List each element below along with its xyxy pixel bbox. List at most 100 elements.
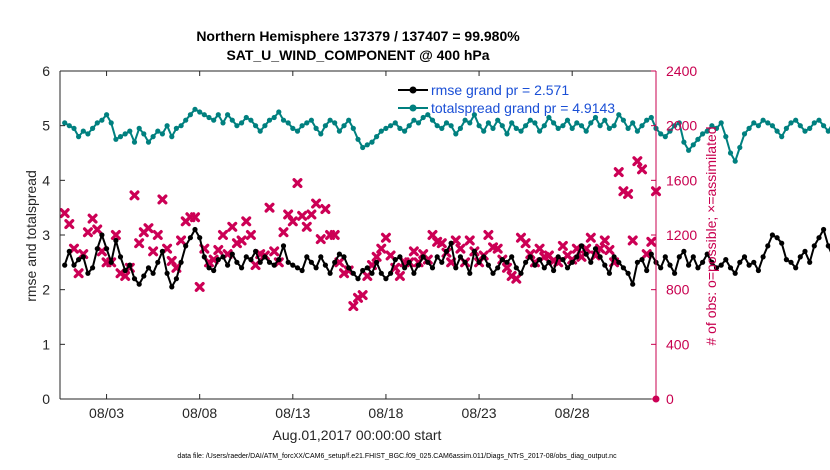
- chart-title-line1: Northern Hemisphere 137379 / 137407 = 99…: [196, 28, 520, 44]
- obs-assimilated-marker: [637, 164, 648, 175]
- rmse-point: [327, 270, 333, 276]
- y-axis-left-label: rmse and totalspread: [23, 170, 39, 302]
- obs-assimilated-marker: [120, 271, 131, 281]
- totalspread-point: [415, 120, 422, 126]
- rmse-point: [239, 265, 245, 271]
- totalspread-point: [611, 123, 617, 129]
- totalspread-point: [509, 120, 515, 126]
- totalspread-point: [490, 125, 496, 131]
- obs-assimilated-marker: [483, 230, 494, 240]
- totalspread-point: [802, 128, 808, 134]
- totalspread-point: [71, 125, 77, 131]
- totalspread-point: [672, 123, 678, 129]
- totalspread-point: [169, 134, 175, 140]
- totalspread-point: [215, 112, 221, 118]
- totalspread-point: [313, 125, 319, 131]
- obs-assimilated-marker: [376, 243, 387, 254]
- totalspread-point: [583, 128, 589, 134]
- rmse-point: [369, 270, 375, 276]
- totalspread-point: [173, 125, 179, 131]
- totalspread-point: [574, 120, 580, 126]
- obs-assimilated-marker: [208, 254, 219, 265]
- rmse-point: [760, 254, 766, 260]
- totalspread-point: [397, 125, 403, 131]
- rmse-point: [99, 232, 105, 238]
- rmse-point: [159, 248, 165, 254]
- rmse-point: [541, 265, 547, 271]
- totalspread-point: [555, 125, 561, 131]
- rmse-point: [523, 259, 529, 265]
- obs-assimilated-marker: [385, 250, 396, 261]
- totalspread-point: [141, 131, 147, 137]
- rmse-point: [364, 265, 370, 271]
- rmse-point: [206, 265, 212, 271]
- rmse-point: [457, 254, 463, 260]
- obs-assimilated-marker: [585, 232, 596, 243]
- obs-assimilated-marker: [190, 212, 201, 223]
- y-tick-left-label: 3: [42, 227, 50, 243]
- rmse-point: [211, 267, 217, 274]
- obs-assimilated-marker: [348, 301, 359, 312]
- totalspread-point: [150, 134, 156, 140]
- rmse-point: [700, 259, 706, 265]
- rmse-point: [551, 267, 557, 274]
- totalspread-point: [425, 112, 431, 118]
- totalspread-point: [229, 117, 235, 123]
- obs-assimilated-marker: [194, 281, 205, 292]
- obs-assimilated-marker: [264, 202, 275, 213]
- rmse-point: [802, 248, 808, 254]
- rmse-point: [718, 262, 724, 268]
- rmse-point: [383, 276, 389, 282]
- rmse-point: [150, 270, 156, 276]
- obs-assimilated-marker: [632, 156, 643, 167]
- totalspread-point: [467, 120, 473, 126]
- totalspread-point: [807, 125, 813, 131]
- totalspread-point: [290, 125, 296, 131]
- obs-assimilated-marker: [394, 271, 405, 281]
- rmse-point: [66, 248, 72, 254]
- rmse-point: [85, 270, 91, 276]
- obs-assimilated-marker: [64, 219, 75, 230]
- rmse-point: [620, 265, 627, 271]
- obs-assimilated-marker: [87, 213, 98, 224]
- rmse-point: [322, 262, 328, 268]
- totalspread-point: [709, 123, 715, 129]
- rmse-point: [76, 257, 82, 263]
- totalspread-point: [299, 123, 305, 129]
- totalspread-point: [355, 136, 361, 142]
- obs-assimilated-marker: [143, 223, 154, 234]
- rmse-point: [625, 270, 631, 276]
- y-tick-right-label: 1200: [666, 227, 697, 243]
- y-tick-left-label: 6: [42, 63, 50, 79]
- totalspread-point: [62, 120, 68, 126]
- obs-assimilated-marker: [455, 243, 466, 254]
- totalspread-point: [751, 120, 757, 126]
- totalspread-point: [131, 139, 138, 145]
- obs-assimilated-marker: [534, 243, 545, 254]
- totalspread-point: [630, 120, 636, 126]
- totalspread-point: [136, 125, 142, 131]
- rmse-point: [183, 243, 189, 249]
- rmse-point: [225, 262, 231, 268]
- totalspread-point: [578, 123, 585, 129]
- rmse-point: [374, 259, 380, 265]
- obs-assimilated-marker: [511, 273, 522, 284]
- obs-assimilated-marker: [73, 268, 84, 279]
- rmse-point: [578, 243, 585, 249]
- totalspread-point: [779, 134, 785, 140]
- rmse-point: [71, 262, 77, 268]
- rmse-point: [220, 254, 226, 260]
- rmse-point: [597, 254, 603, 260]
- totalspread-point: [551, 120, 557, 126]
- rmse-point: [131, 276, 138, 282]
- obs-assimilated-marker: [148, 246, 159, 257]
- totalspread-point: [681, 139, 687, 145]
- totalspread-point: [285, 120, 291, 126]
- totalspread-point: [523, 123, 529, 129]
- rmse-point: [266, 259, 273, 265]
- totalspread-point: [243, 114, 249, 121]
- obs-assimilated-marker: [371, 251, 382, 262]
- rmse-point: [248, 257, 254, 263]
- obs-assimilated-marker: [129, 190, 140, 201]
